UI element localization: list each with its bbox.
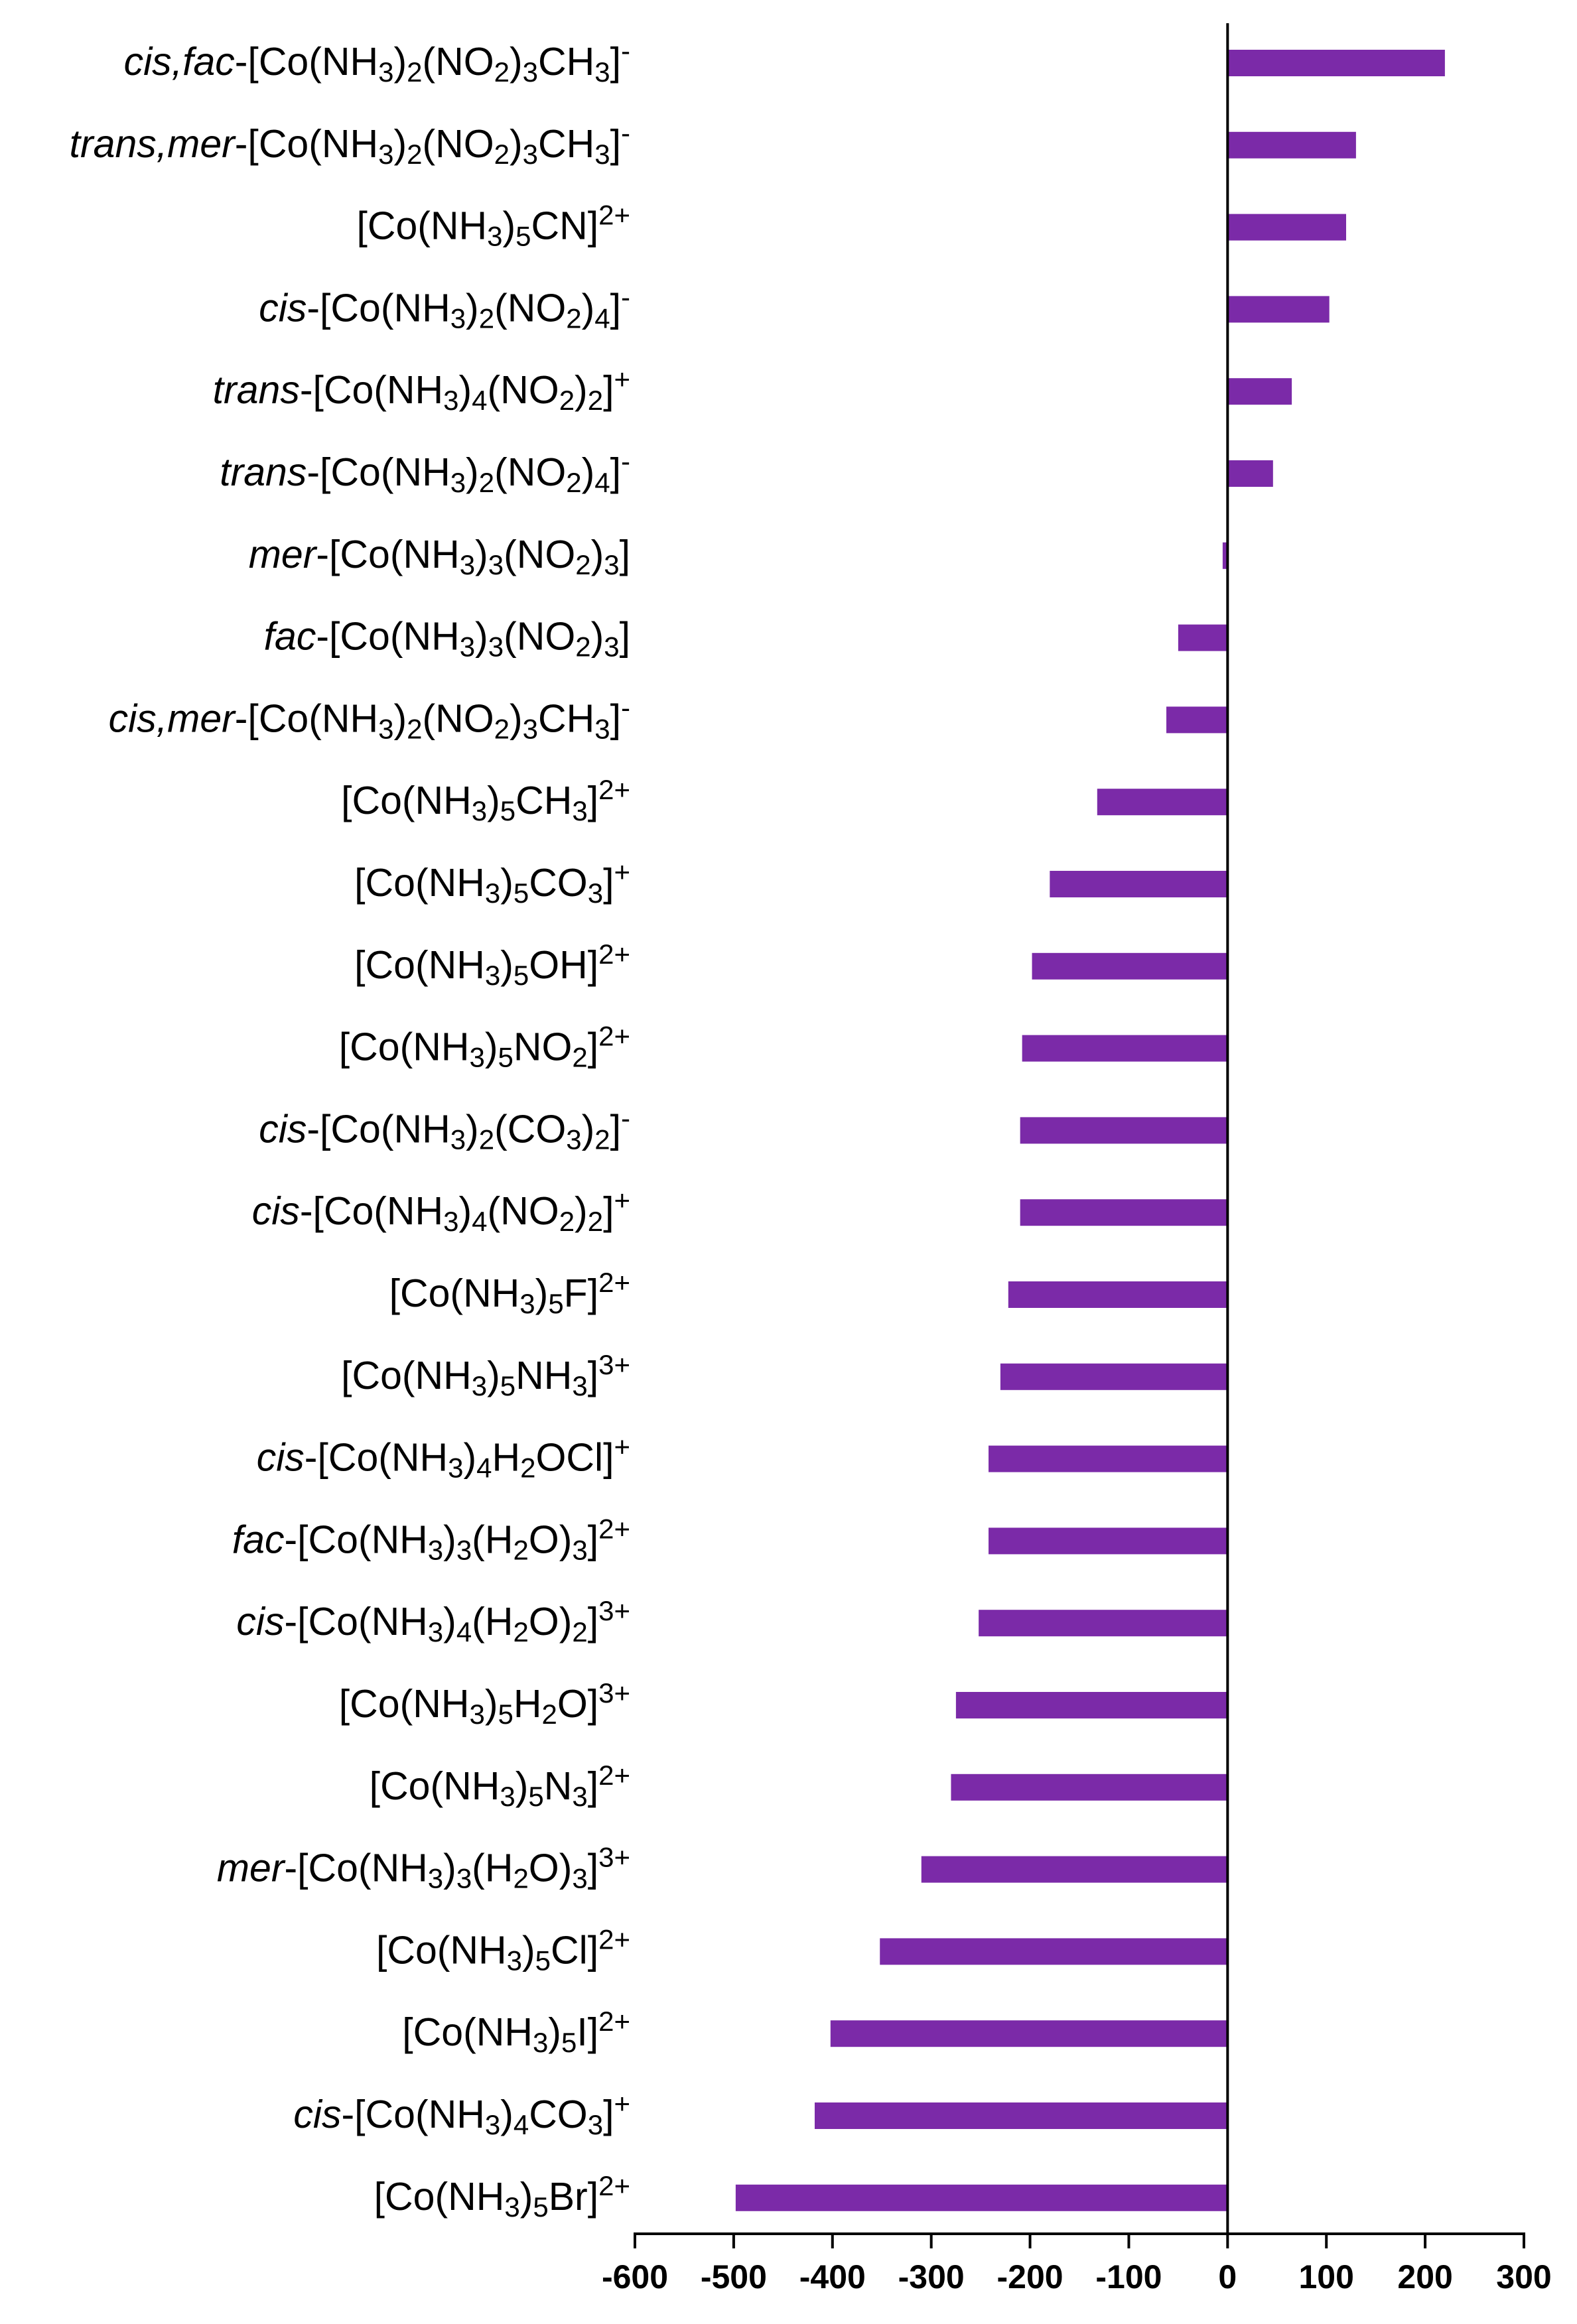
x-tick-label-5: -100: [1095, 2258, 1162, 2295]
category-label-11: [Co(NH3)5OH]2+: [354, 938, 630, 991]
category-label-5: trans-[Co(NH3)2(NO2)4]-: [220, 446, 630, 498]
category-label-6: mer-[Co(NH3)3(NO2)3]: [249, 533, 630, 580]
category-label-20: [Co(NH3)5H2O]3+: [339, 1677, 630, 1730]
bar-9: [1097, 789, 1228, 816]
category-label-24: [Co(NH3)5I]2+: [402, 2006, 630, 2058]
bar-10: [1050, 871, 1228, 897]
bar-0: [1227, 50, 1445, 76]
bar-21: [951, 1774, 1228, 1801]
category-label-13: cis-[Co(NH3)2(CO3)2]-: [259, 1102, 630, 1155]
category-label-16: [Co(NH3)5NH3]3+: [341, 1349, 630, 1401]
bar-12: [1022, 1035, 1228, 1062]
bar-20: [955, 1692, 1228, 1718]
bar-14: [1020, 1199, 1228, 1226]
bar-19: [979, 1610, 1228, 1637]
category-labels: cis,fac-[Co(NH3)2(NO2)3CH3]- trans,mer-[C…: [70, 35, 630, 2223]
axes-group: [634, 23, 1525, 2248]
x-tick-label-9: 300: [1496, 2258, 1551, 2295]
bar-26: [735, 2184, 1228, 2211]
category-label-22: mer-[Co(NH3)3(H2O)3]3+: [217, 1842, 630, 1894]
bar-7: [1178, 624, 1228, 651]
bar-4: [1227, 378, 1292, 405]
category-label-26: [Co(NH3)5Br]2+: [374, 2170, 630, 2223]
category-label-4: trans-[Co(NH3)4(NO2)2]+: [213, 363, 630, 416]
category-label-19: cis-[Co(NH3)4(H2O)2]3+: [236, 1595, 630, 1647]
bar-11: [1032, 952, 1228, 980]
bar-16: [1000, 1363, 1228, 1390]
x-tick-label-2: -400: [799, 2258, 866, 2295]
x-tick-label-8: 200: [1397, 2258, 1452, 2295]
bar-25: [814, 2102, 1228, 2129]
x-tick-label-1: -500: [701, 2258, 767, 2295]
category-label-0: cis,fac-[Co(NH3)2(NO2)3CH3]-: [124, 35, 630, 88]
x-tick-labels: -600 -500 -400 -300 -200 -100 0 100 200 300: [602, 2258, 1552, 2295]
category-label-3: cis-[Co(NH3)2(NO2)4]-: [259, 281, 630, 334]
x-tick-label-3: -300: [898, 2258, 965, 2295]
category-label-7: fac-[Co(NH3)3(NO2)3]: [264, 615, 630, 663]
category-label-10: [Co(NH3)5CO3]+: [354, 856, 630, 909]
x-tick-label-0: -600: [602, 2258, 668, 2295]
category-label-9: [Co(NH3)5CH3]2+: [341, 774, 630, 826]
bar-13: [1020, 1117, 1228, 1144]
bar-1: [1227, 131, 1356, 159]
category-label-17: cis-[Co(NH3)4H2OCl]+: [257, 1431, 630, 1484]
bar-8: [1166, 706, 1228, 734]
category-label-15: [Co(NH3)5F]2+: [389, 1267, 630, 1319]
bar-22: [921, 1856, 1228, 1883]
bar-15: [1008, 1281, 1228, 1308]
category-label-18: fac-[Co(NH3)3(H2O)3]2+: [232, 1513, 630, 1565]
bar-24: [830, 2020, 1228, 2047]
bar-2: [1227, 214, 1346, 241]
bar-6: [1222, 542, 1228, 569]
bar-18: [989, 1527, 1228, 1555]
bar-17: [989, 1445, 1228, 1472]
category-label-23: [Co(NH3)5Cl]2+: [376, 1923, 630, 1976]
x-tick-label-6: 0: [1218, 2258, 1237, 2295]
bar-5: [1227, 460, 1273, 487]
category-label-25: cis-[Co(NH3)4CO3]+: [293, 2088, 630, 2140]
category-label-2: [Co(NH3)5CN]2+: [356, 200, 630, 252]
x-tick-label-4: -200: [997, 2258, 1063, 2295]
category-label-1: trans,mer-[Co(NH3)2(NO2)3CH3]-: [70, 117, 630, 170]
bar-3: [1227, 296, 1330, 323]
x-tick-label-7: 100: [1299, 2258, 1354, 2295]
bar-23: [880, 1938, 1228, 1965]
category-label-14: cis-[Co(NH3)4(NO2)2]+: [252, 1185, 630, 1237]
category-label-8: cis,mer-[Co(NH3)2(NO2)3CH3]-: [109, 692, 630, 744]
category-label-12: [Co(NH3)5NO2]2+: [339, 1021, 630, 1073]
category-label-21: [Co(NH3)5N3]2+: [370, 1760, 630, 1812]
bars-group: [735, 50, 1445, 2211]
